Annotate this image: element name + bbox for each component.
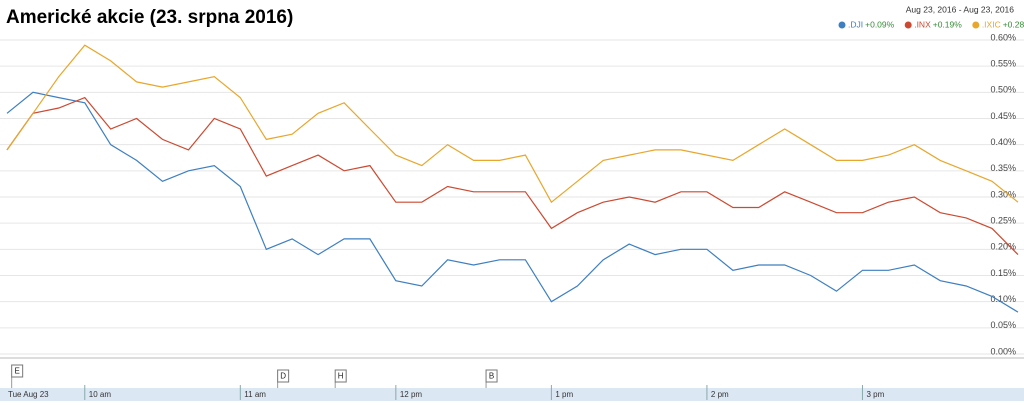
legend-name: .DJI bbox=[848, 19, 863, 29]
x-tick-label: 10 am bbox=[89, 390, 112, 399]
x-tick-label: 1 pm bbox=[555, 390, 573, 399]
legend-marker bbox=[838, 21, 846, 29]
event-flag bbox=[11, 364, 24, 378]
legend-name: .IXIC bbox=[982, 19, 1001, 29]
time-bar bbox=[0, 388, 1024, 401]
y-tick-label: 0.40% bbox=[990, 137, 1016, 147]
series-line bbox=[6, 44, 1019, 204]
legend-change: +0.09% bbox=[865, 19, 895, 29]
date-range: Aug 23, 2016 - Aug 23, 2016 bbox=[906, 4, 1015, 14]
y-tick-label: 0.55% bbox=[990, 59, 1016, 69]
y-tick-label: 0.60% bbox=[990, 32, 1016, 42]
x-tick-label: 3 pm bbox=[866, 390, 884, 399]
y-tick-label: 0.15% bbox=[990, 268, 1016, 278]
x-start-label: Tue Aug 23 bbox=[8, 390, 49, 399]
y-tick-label: 0.50% bbox=[990, 85, 1016, 95]
event-flag bbox=[277, 369, 290, 383]
y-tick-label: 0.10% bbox=[990, 294, 1016, 304]
event-label: D bbox=[280, 372, 286, 381]
legend-change: +0.28% bbox=[1003, 19, 1024, 29]
y-tick-label: 0.30% bbox=[990, 189, 1016, 199]
chart-title: Americké akcie (23. srpna 2016) bbox=[6, 7, 293, 28]
y-tick-label: 0.35% bbox=[990, 163, 1016, 173]
event-label: H bbox=[338, 372, 344, 381]
x-tick-label: 11 am bbox=[244, 390, 266, 399]
y-tick-label: 0.20% bbox=[990, 242, 1016, 252]
x-tick-label: 2 pm bbox=[711, 390, 729, 399]
x-tick-label: 12 pm bbox=[400, 390, 423, 399]
y-tick-label: 0.05% bbox=[990, 320, 1016, 330]
legend-marker bbox=[904, 21, 912, 29]
legend: .DJI+0.09% .INX+0.19% .IXIC+0.28% bbox=[838, 19, 1024, 29]
event-label: B bbox=[489, 372, 494, 381]
legend-name: .INX bbox=[914, 19, 931, 29]
legend-marker bbox=[972, 21, 980, 29]
y-tick-label: 0.45% bbox=[990, 111, 1016, 121]
event-label: E bbox=[14, 367, 19, 376]
event-flag bbox=[485, 369, 498, 383]
y-tick-label: 0.25% bbox=[990, 216, 1016, 226]
legend-change: +0.19% bbox=[933, 19, 963, 29]
event-flag bbox=[334, 369, 347, 383]
y-tick-label: 0.00% bbox=[990, 346, 1016, 356]
series-line bbox=[6, 91, 1019, 313]
series-line bbox=[6, 96, 1019, 256]
